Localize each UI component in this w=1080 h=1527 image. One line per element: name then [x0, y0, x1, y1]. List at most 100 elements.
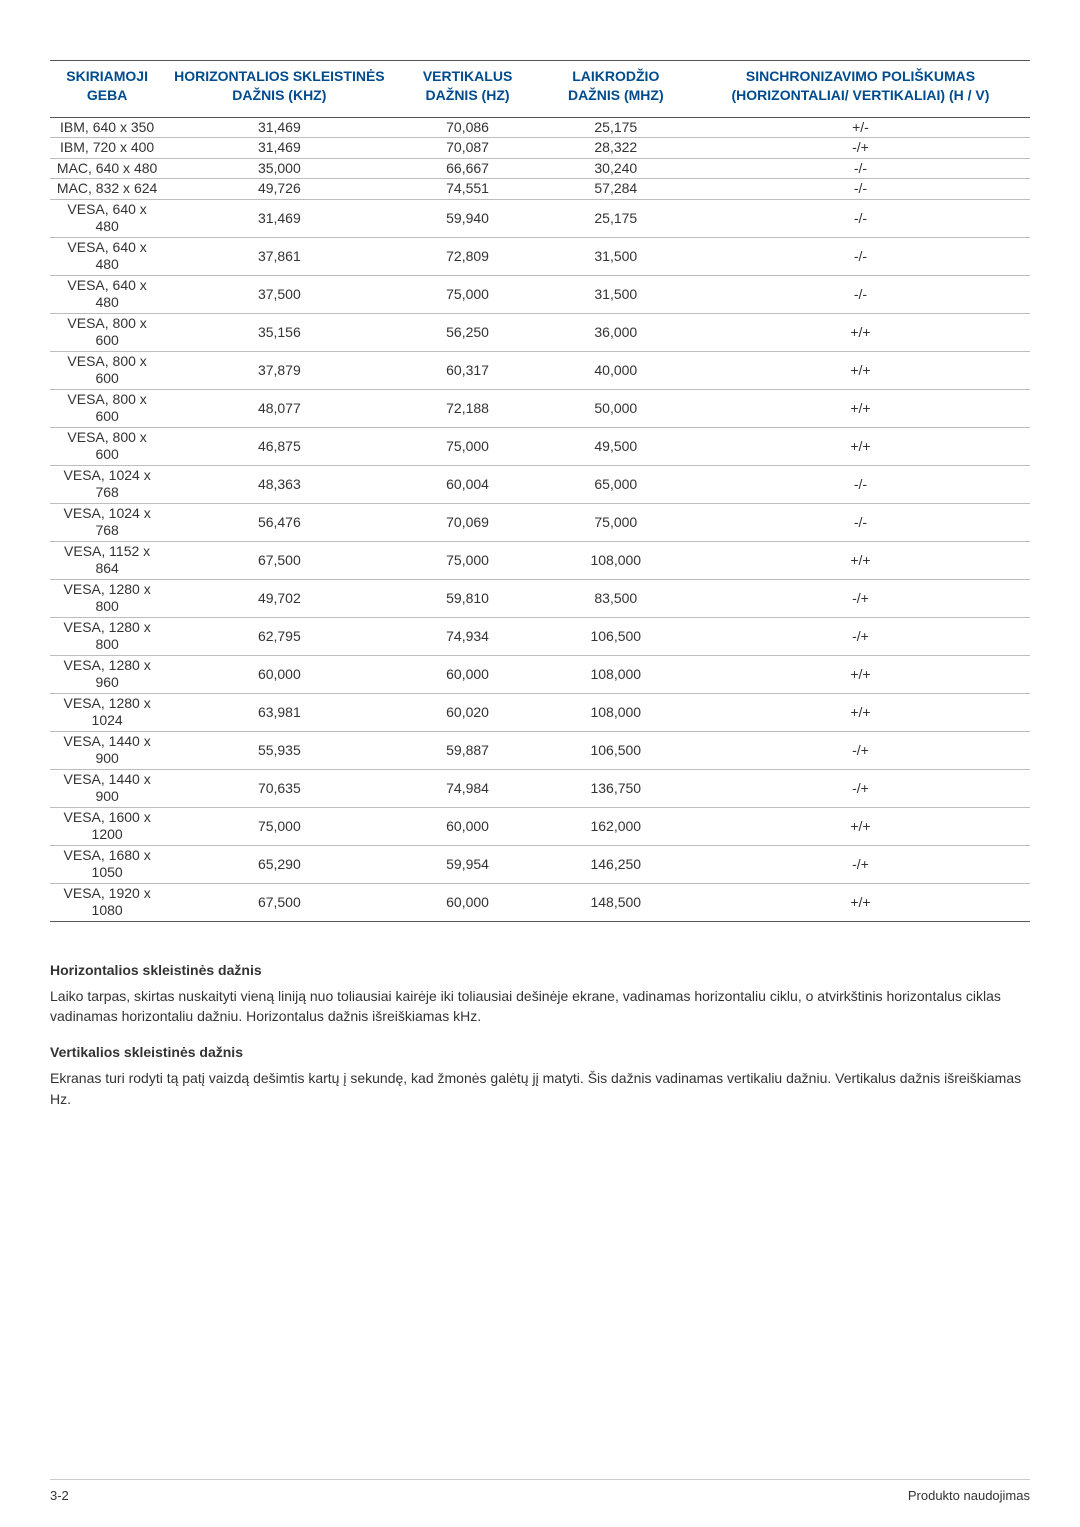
table-cell: 72,809 [394, 237, 540, 275]
table-cell: 25,175 [541, 117, 691, 138]
table-cell: 146,250 [541, 845, 691, 883]
table-cell: VESA, 1600 x 1200 [50, 807, 164, 845]
table-cell: 59,887 [394, 731, 540, 769]
table-cell: -/+ [691, 845, 1030, 883]
table-cell: 67,500 [164, 883, 394, 921]
table-cell: +/+ [691, 883, 1030, 921]
table-row: VESA, 1280 x 102463,98160,020108,000+/+ [50, 693, 1030, 731]
table-row: VESA, 1440 x 90055,93559,887106,500-/+ [50, 731, 1030, 769]
table-cell: 108,000 [541, 693, 691, 731]
table-cell: 108,000 [541, 541, 691, 579]
table-row: VESA, 1600 x 120075,00060,000162,000+/+ [50, 807, 1030, 845]
table-cell: VESA, 1024 x 768 [50, 503, 164, 541]
table-row: MAC, 640 x 48035,00066,66730,240-/- [50, 158, 1030, 179]
col-header-vfreq: VERTIKALUS DAŽNIS (HZ) [394, 61, 540, 118]
table-row: VESA, 640 x 48031,46959,94025,175-/- [50, 199, 1030, 237]
table-row: VESA, 1280 x 80049,70259,81083,500-/+ [50, 579, 1030, 617]
table-cell: 37,500 [164, 275, 394, 313]
table-cell: VESA, 1440 x 900 [50, 769, 164, 807]
table-cell: 49,726 [164, 179, 394, 200]
table-cell: 55,935 [164, 731, 394, 769]
table-header-row: SKIRIAMOJI GEBA HORIZONTALIOS SKLEISTINĖ… [50, 61, 1030, 118]
table-cell: +/+ [691, 389, 1030, 427]
table-cell: 75,000 [394, 541, 540, 579]
vertical-freq-body: Ekranas turi rodyti tą patį vaizdą dešim… [50, 1068, 1030, 1109]
horizontal-freq-body: Laiko tarpas, skirtas nuskaityti vieną l… [50, 986, 1030, 1027]
table-cell: 59,940 [394, 199, 540, 237]
table-row: VESA, 1152 x 86467,50075,000108,000+/+ [50, 541, 1030, 579]
table-cell: 162,000 [541, 807, 691, 845]
table-cell: 60,000 [164, 655, 394, 693]
table-cell: 83,500 [541, 579, 691, 617]
table-cell: VESA, 1024 x 768 [50, 465, 164, 503]
table-cell: +/- [691, 117, 1030, 138]
table-row: VESA, 800 x 60046,87575,00049,500+/+ [50, 427, 1030, 465]
col-header-resolution: SKIRIAMOJI GEBA [50, 61, 164, 118]
table-cell: VESA, 640 x 480 [50, 275, 164, 313]
table-cell: 74,934 [394, 617, 540, 655]
table-cell: IBM, 640 x 350 [50, 117, 164, 138]
horizontal-freq-title: Horizontalios skleistinės dažnis [50, 962, 1030, 978]
table-row: VESA, 800 x 60035,15656,25036,000+/+ [50, 313, 1030, 351]
page-footer: 3-2 Produkto naudojimas [50, 1479, 1030, 1503]
table-cell: +/+ [691, 427, 1030, 465]
table-row: VESA, 800 x 60037,87960,31740,000+/+ [50, 351, 1030, 389]
table-cell: +/+ [691, 313, 1030, 351]
table-cell: 60,000 [394, 655, 540, 693]
table-cell: 75,000 [394, 427, 540, 465]
table-cell: -/- [691, 275, 1030, 313]
table-row: VESA, 640 x 48037,50075,00031,500-/- [50, 275, 1030, 313]
table-cell: 70,635 [164, 769, 394, 807]
table-cell: VESA, 640 x 480 [50, 199, 164, 237]
table-cell: 60,000 [394, 883, 540, 921]
table-cell: -/+ [691, 769, 1030, 807]
col-header-sync-polarity: SINCHRONIZAVIMO POLIŠKUMAS (HORIZONTALIA… [691, 61, 1030, 118]
timing-table: SKIRIAMOJI GEBA HORIZONTALIOS SKLEISTINĖ… [50, 60, 1030, 922]
table-cell: IBM, 720 x 400 [50, 138, 164, 159]
table-cell: +/+ [691, 541, 1030, 579]
table-row: VESA, 1024 x 76856,47670,06975,000-/- [50, 503, 1030, 541]
table-row: VESA, 1440 x 90070,63574,984136,750-/+ [50, 769, 1030, 807]
table-cell: 31,469 [164, 117, 394, 138]
table-cell: 74,984 [394, 769, 540, 807]
table-cell: 37,879 [164, 351, 394, 389]
table-cell: -/+ [691, 731, 1030, 769]
table-cell: -/- [691, 503, 1030, 541]
table-cell: 25,175 [541, 199, 691, 237]
table-cell: -/+ [691, 138, 1030, 159]
table-cell: 60,000 [394, 807, 540, 845]
table-cell: 108,000 [541, 655, 691, 693]
table-cell: 28,322 [541, 138, 691, 159]
table-cell: 60,004 [394, 465, 540, 503]
table-cell: VESA, 1680 x 1050 [50, 845, 164, 883]
table-cell: -/+ [691, 579, 1030, 617]
table-cell: 70,087 [394, 138, 540, 159]
table-cell: -/- [691, 465, 1030, 503]
table-row: VESA, 1680 x 105065,29059,954146,250-/+ [50, 845, 1030, 883]
table-cell: 36,000 [541, 313, 691, 351]
table-row: IBM, 720 x 40031,46970,08728,322-/+ [50, 138, 1030, 159]
table-row: VESA, 800 x 60048,07772,18850,000+/+ [50, 389, 1030, 427]
table-cell: 35,000 [164, 158, 394, 179]
table-cell: VESA, 1152 x 864 [50, 541, 164, 579]
table-cell: -/- [691, 237, 1030, 275]
table-cell: MAC, 832 x 624 [50, 179, 164, 200]
table-cell: 46,875 [164, 427, 394, 465]
table-cell: 65,290 [164, 845, 394, 883]
table-cell: -/- [691, 199, 1030, 237]
table-row: IBM, 640 x 35031,46970,08625,175+/- [50, 117, 1030, 138]
table-cell: 50,000 [541, 389, 691, 427]
col-header-hfreq: HORIZONTALIOS SKLEISTINĖS DAŽNIS (KHZ) [164, 61, 394, 118]
table-cell: 60,317 [394, 351, 540, 389]
table-cell: 148,500 [541, 883, 691, 921]
table-cell: +/+ [691, 351, 1030, 389]
table-cell: 59,954 [394, 845, 540, 883]
table-cell: 48,077 [164, 389, 394, 427]
table-cell: -/+ [691, 617, 1030, 655]
table-row: VESA, 1280 x 80062,79574,934106,500-/+ [50, 617, 1030, 655]
table-cell: 48,363 [164, 465, 394, 503]
table-cell: 75,000 [394, 275, 540, 313]
table-cell: 136,750 [541, 769, 691, 807]
table-row: VESA, 1024 x 76848,36360,00465,000-/- [50, 465, 1030, 503]
table-cell: +/+ [691, 693, 1030, 731]
